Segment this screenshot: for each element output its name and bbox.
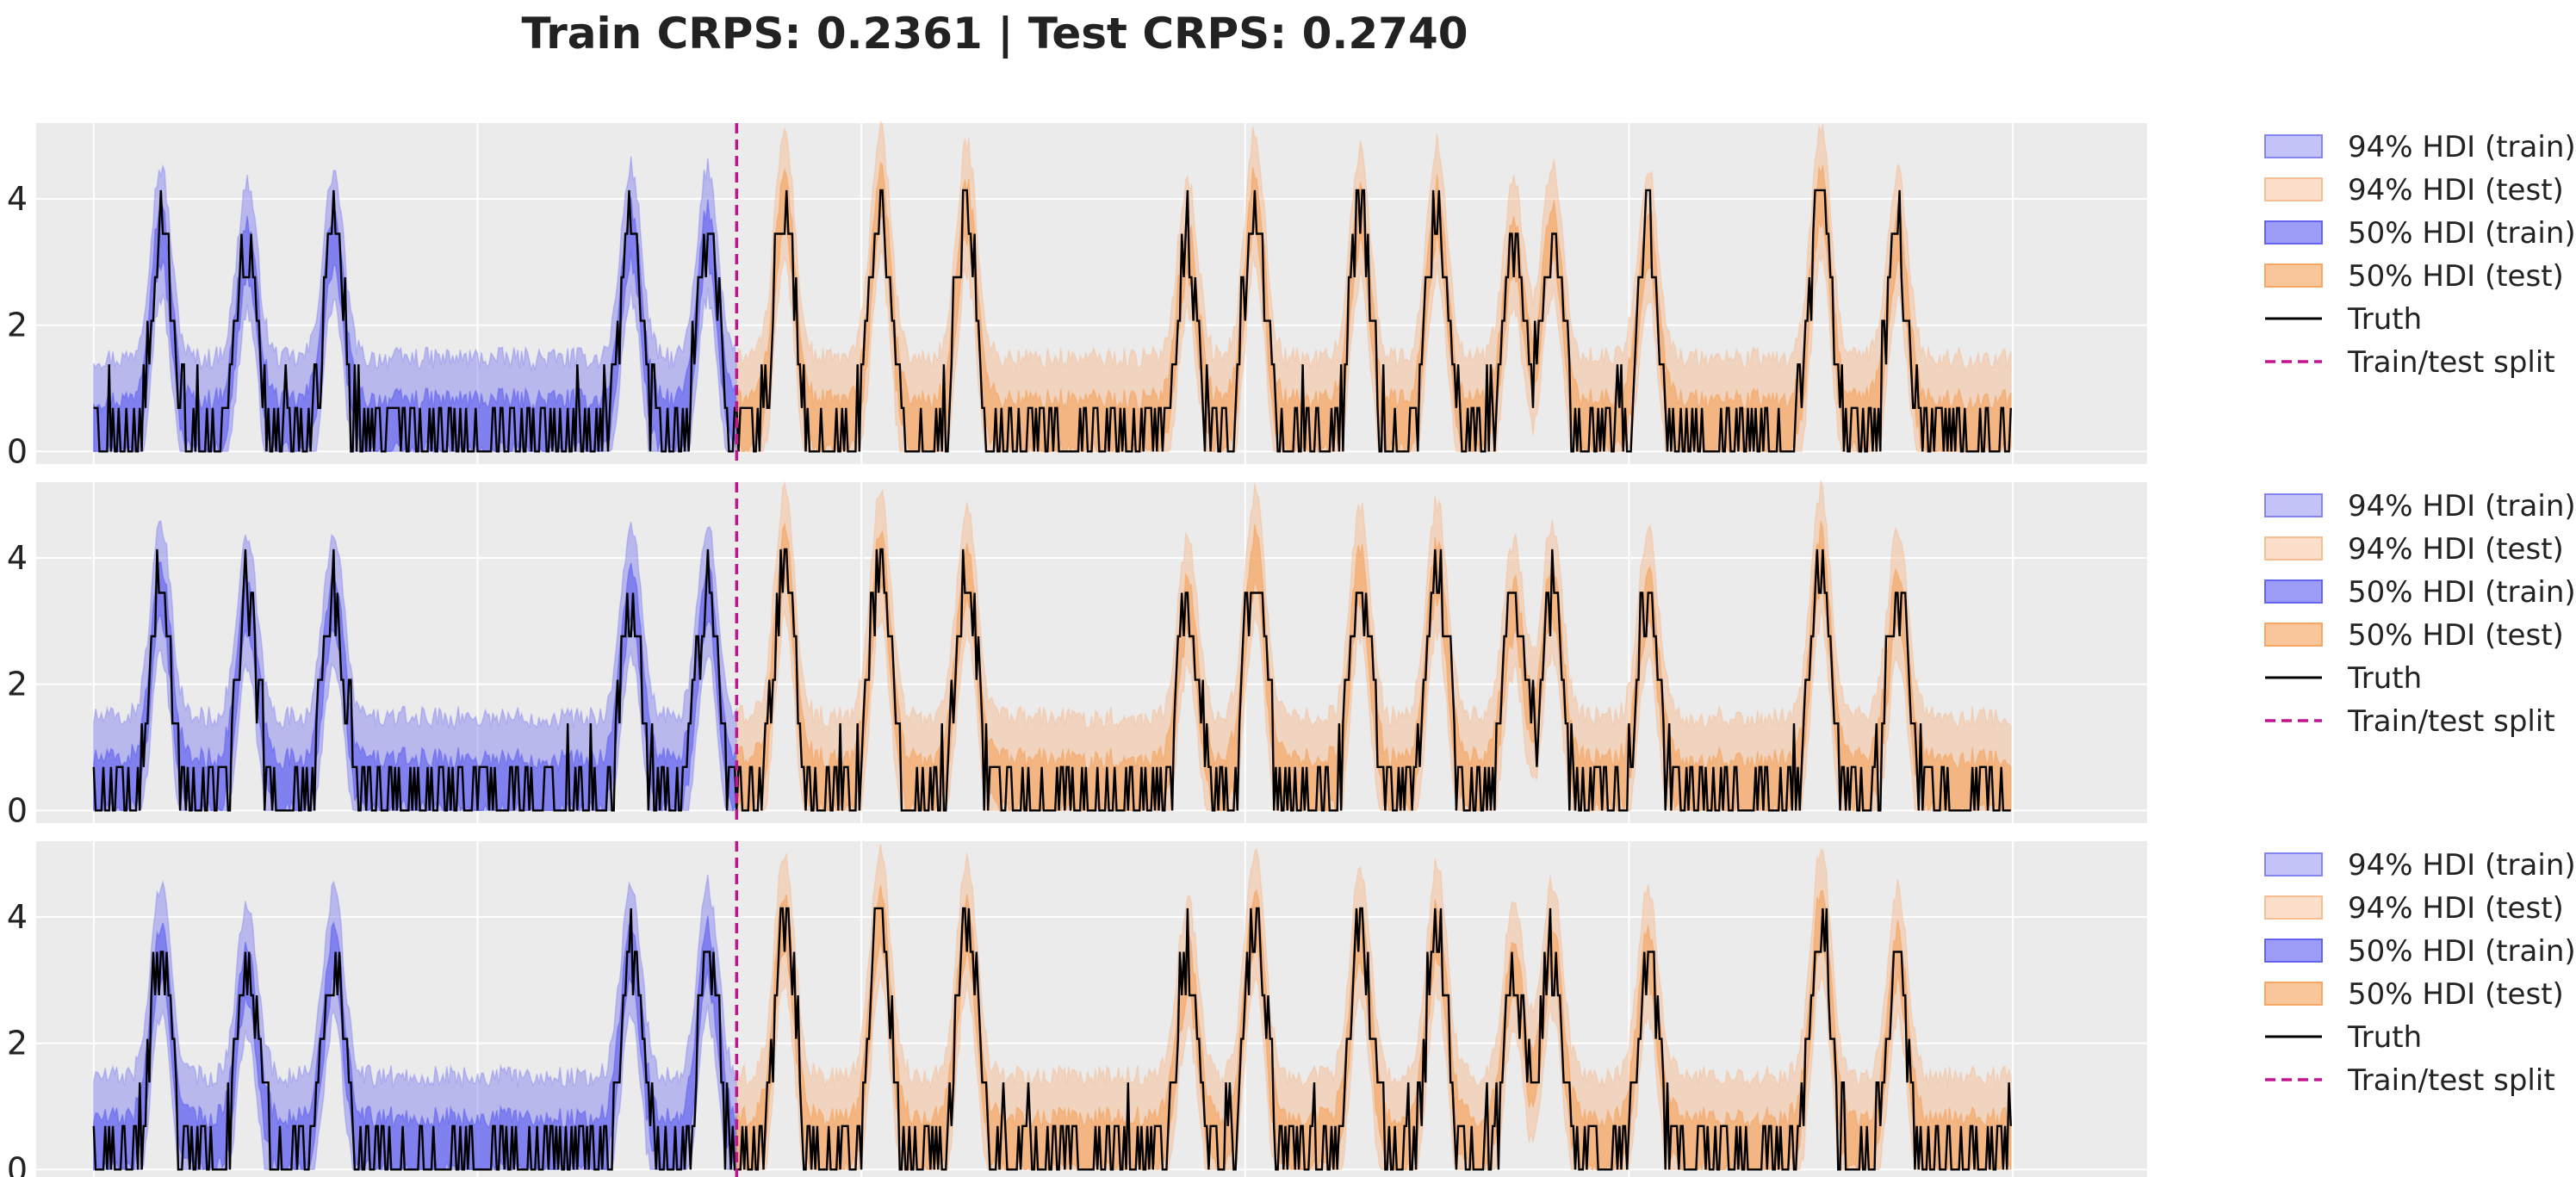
truth-line	[93, 189, 2012, 453]
y-tick-label: 0	[7, 1150, 28, 1177]
hdi50-test-band	[736, 884, 2012, 1173]
legend-panel-1: 94% HDI (train) 94% HDI (test) 50% HDI (tr…	[2264, 130, 2576, 380]
legend-swatch	[2264, 939, 2323, 963]
legend-label: 50% HDI (test)	[2348, 259, 2564, 294]
legend-label: 94% HDI (train)	[2348, 489, 2576, 523]
hdi94-test-band	[736, 120, 2012, 453]
truth-line	[92, 548, 2011, 812]
grid-lines	[36, 123, 2147, 464]
y-tick-label: 2	[7, 1025, 28, 1062]
y-tick-label: 2	[7, 307, 28, 344]
legend-swatch	[2264, 982, 2323, 1006]
legend-label: 50% HDI (test)	[2348, 977, 2564, 1012]
legend-swatch	[2264, 134, 2323, 158]
panels-group: 0 2 4 94% HDI (train) 94% HDI (test) 50% HDI …	[7, 120, 2576, 1177]
y-tick-label: 2	[7, 666, 28, 703]
legend-swatch	[2264, 852, 2323, 877]
legend-label: Train/test split	[2347, 1063, 2555, 1098]
y-tick-label: 4	[7, 180, 28, 218]
legend-swatch	[2264, 263, 2323, 288]
panel-1: 0 2 4 94% HDI (train) 94% HDI (test) 50% HDI …	[7, 120, 2576, 470]
legend-label: Train/test split	[2347, 345, 2555, 380]
legend-label: 94% HDI (train)	[2348, 848, 2576, 883]
legend-swatch	[2264, 220, 2323, 245]
legend-label: Truth	[2347, 302, 2422, 337]
y-tick-label: 0	[7, 791, 28, 829]
panel-3: 0 2 4 94% HDI (train) 94% HDI (test) 50% HDI …	[7, 841, 2576, 1177]
legend-label: 50% HDI (test)	[2348, 618, 2564, 653]
legend-swatch	[2264, 895, 2323, 920]
legend-label: Truth	[2347, 1020, 2422, 1055]
legend-label: 94% HDI (test)	[2348, 173, 2564, 208]
legend-swatch	[2264, 493, 2323, 517]
legend-label: 94% HDI (test)	[2348, 891, 2564, 926]
panel-2: 0 2 4 94% HDI (train) 94% HDI (test) 50% HDI …	[7, 480, 2576, 829]
legend-label: 50% HDI (train)	[2348, 216, 2576, 251]
legend-swatch	[2264, 177, 2323, 201]
legend-panel-2: 94% HDI (train) 94% HDI (test) 50% HDI (tr…	[2264, 489, 2576, 739]
legend-label: 50% HDI (train)	[2348, 934, 2576, 969]
legend-panel-3: 94% HDI (train) 94% HDI (test) 50% HDI (tr…	[2264, 848, 2576, 1098]
legend-label: 50% HDI (train)	[2348, 575, 2576, 610]
truth-line	[92, 907, 2012, 1171]
hdi50-test-band	[736, 161, 2012, 455]
legend-label: Train/test split	[2347, 704, 2555, 739]
y-tick-label: 4	[7, 898, 28, 936]
y-tick-label: 4	[7, 539, 28, 577]
legend-swatch	[2264, 623, 2323, 647]
legend-label: 94% HDI (train)	[2348, 130, 2576, 164]
legend-swatch	[2264, 536, 2323, 561]
legend-label: Truth	[2347, 661, 2422, 696]
y-tick-label: 0	[7, 432, 28, 470]
figure-title: Train CRPS: 0.2361 | Test CRPS: 0.2740	[521, 9, 1468, 59]
legend-swatch	[2264, 579, 2323, 604]
legend-label: 94% HDI (test)	[2348, 532, 2564, 567]
